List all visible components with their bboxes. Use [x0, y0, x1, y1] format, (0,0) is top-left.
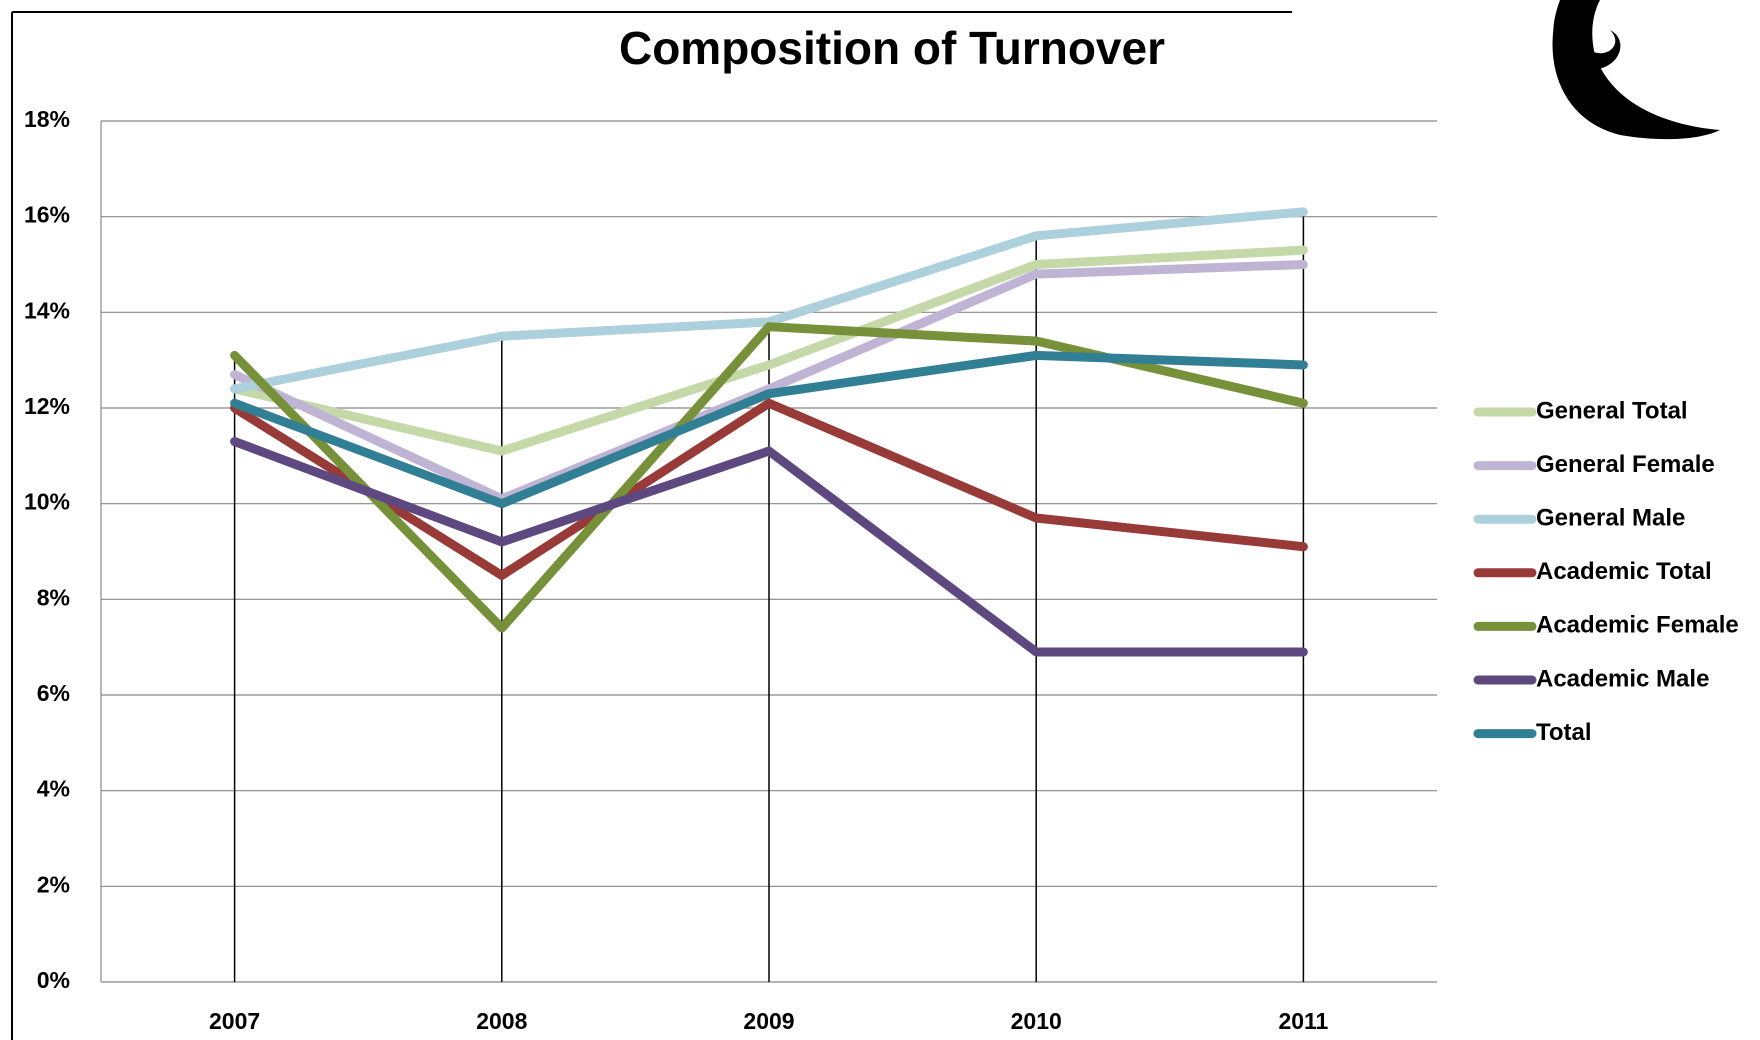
legend-label: General Total — [1536, 397, 1688, 424]
y-tick-label: 8% — [37, 584, 70, 610]
x-tick-label: 2008 — [476, 1008, 527, 1034]
y-tick-label: 18% — [24, 106, 70, 132]
x-tick-label: 2010 — [1011, 1008, 1062, 1034]
legend-label: General Male — [1536, 505, 1685, 532]
x-tick-label: 2011 — [1278, 1008, 1328, 1034]
legend-label: Academic Total — [1536, 558, 1712, 585]
series-line — [230, 398, 1308, 580]
legend-label: Total — [1536, 719, 1592, 746]
series-line — [230, 350, 1308, 509]
y-tick-label: 14% — [24, 297, 70, 323]
logo-area — [1292, 0, 1760, 125]
legend-label: Academic Male — [1536, 665, 1709, 692]
legend-label: Academic Female — [1536, 612, 1739, 639]
series-line — [230, 260, 1308, 504]
y-tick-label: 2% — [37, 871, 70, 897]
logo — [1552, 0, 1720, 140]
chart-title: Composition of Turnover — [619, 22, 1165, 74]
legend-label: General Female — [1536, 451, 1715, 478]
y-tick-label: 6% — [37, 680, 70, 706]
y-tick-label: 12% — [24, 393, 70, 419]
x-tick-label: 2009 — [743, 1008, 794, 1034]
series-line — [230, 207, 1308, 394]
series-line — [230, 245, 1308, 456]
y-tick-label: 16% — [24, 202, 70, 228]
series-line — [230, 436, 1308, 657]
x-tick-label: 2007 — [209, 1008, 260, 1034]
y-tick-label: 0% — [37, 967, 70, 993]
y-tick-label: 4% — [37, 776, 70, 802]
y-tick-label: 10% — [24, 489, 70, 515]
